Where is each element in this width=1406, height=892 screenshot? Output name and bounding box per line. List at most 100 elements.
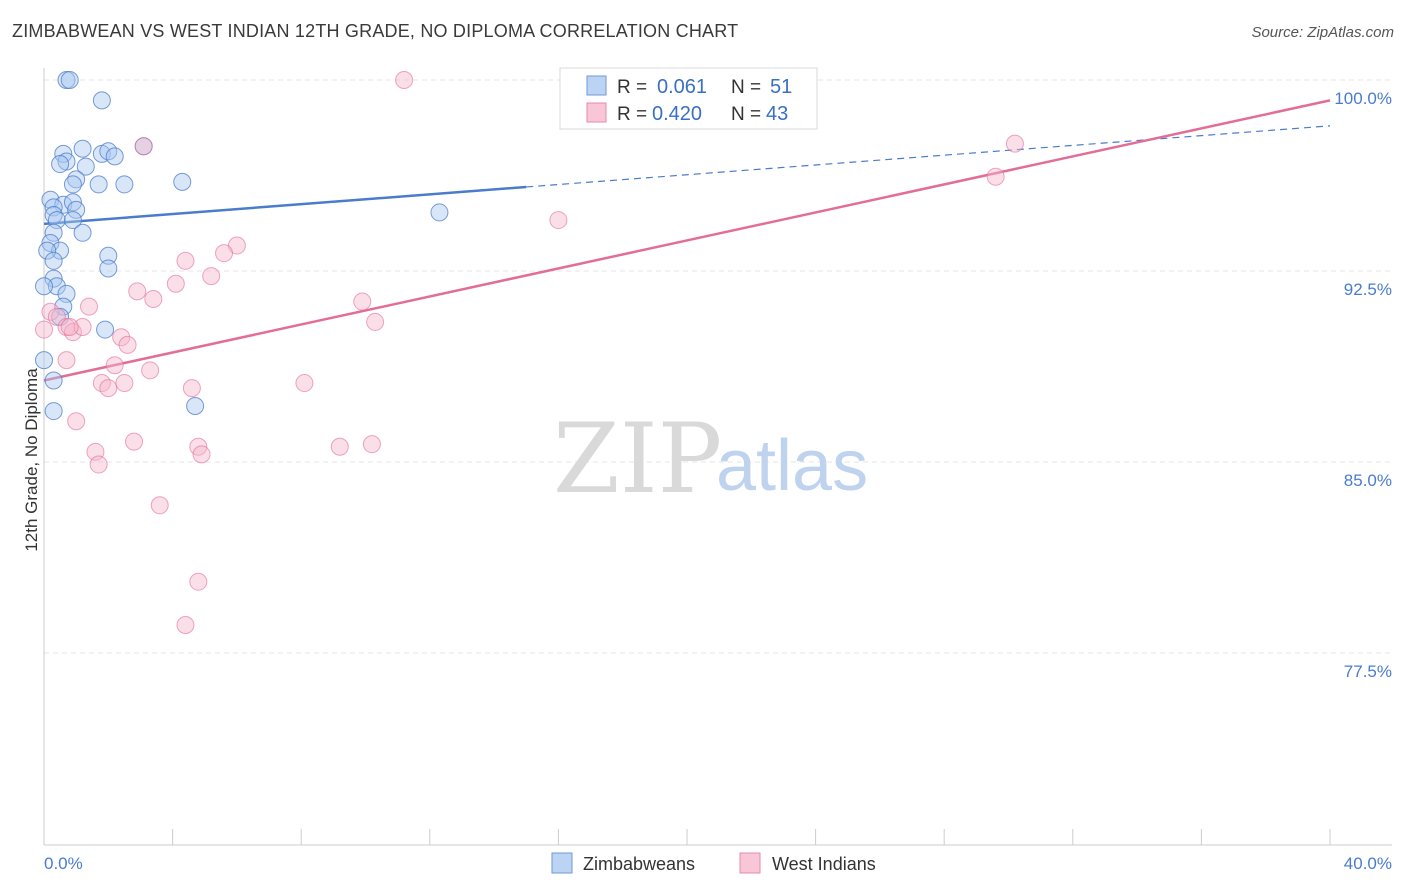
bottom-legend-swatch-pink — [739, 852, 761, 874]
point-west-indians-23 — [105, 356, 124, 375]
legend-n-label-1: N = — [731, 77, 761, 98]
point-west-indians-13 — [353, 292, 372, 311]
trend-lines — [43, 99, 1331, 382]
point-zimbabweans-44 — [44, 402, 63, 421]
point-west-indians-1 — [134, 137, 153, 156]
legend-n-value-2: 43 — [766, 103, 788, 125]
series-west-indians-points — [35, 71, 1024, 634]
point-zimbabweans-26 — [44, 223, 63, 242]
watermark-zip: ZIP — [553, 403, 722, 515]
point-west-indians-33 — [192, 445, 211, 464]
point-zimbabweans-27 — [73, 223, 92, 242]
point-west-indians-9 — [166, 274, 185, 293]
legend-swatch-pink — [586, 102, 607, 123]
point-zimbabweans-33 — [99, 259, 118, 278]
point-west-indians-14 — [366, 312, 385, 331]
trend-line-zimbabweans-extension — [526, 125, 1331, 188]
point-zimbabweans-8 — [105, 147, 124, 166]
bottom-legend-swatch-blue — [551, 852, 573, 874]
y-tick-label-3: 100.0% — [1334, 89, 1392, 108]
axes — [43, 68, 1392, 846]
point-zimbabweans-22 — [44, 205, 63, 224]
point-west-indians-12 — [80, 297, 99, 316]
point-zimbabweans-40 — [96, 320, 115, 339]
y-tick-labels: 77.5% 85.0% 92.5% 100.0% — [1334, 89, 1392, 681]
point-west-indians-22 — [57, 351, 76, 370]
point-west-indians-7 — [176, 251, 195, 270]
legend-r-label-1: R = — [617, 77, 647, 98]
legend-n-label-2: N = — [731, 104, 761, 125]
legend-n-value-1: 51 — [770, 76, 792, 98]
legend-swatch-blue — [586, 75, 607, 96]
point-west-indians-41 — [60, 318, 79, 337]
point-west-indians-30 — [67, 412, 86, 431]
x-tick-label-max: 40.0% — [1344, 854, 1392, 873]
point-west-indians-34 — [330, 437, 349, 456]
point-zimbabweans-35 — [47, 277, 66, 296]
point-zimbabweans-41 — [35, 351, 53, 370]
legend-box: R = 0.061 N = 51 R = 0.420 N = 43 — [559, 67, 818, 130]
point-west-indians-24 — [141, 361, 160, 380]
point-zimbabweans-21 — [67, 200, 86, 219]
point-zimbabweans-11 — [76, 157, 95, 176]
point-zimbabweans-4 — [73, 139, 92, 158]
point-west-indians-0 — [395, 71, 414, 89]
point-zimbabweans-32 — [44, 251, 63, 270]
y-tick-label-2: 92.5% — [1344, 280, 1392, 299]
bottom-legend-zimbabweans: Zimbabweans — [583, 854, 695, 874]
legend-r-label-2: R = — [617, 104, 647, 125]
watermark: ZIP atlas — [553, 403, 868, 515]
chart-title: ZIMBABWEAN VS WEST INDIAN 12TH GRADE, NO… — [12, 21, 739, 41]
point-zimbabweans-14 — [115, 175, 134, 194]
y-axis-title: 12th Grade, No Diploma — [22, 368, 41, 552]
point-west-indians-39 — [189, 572, 208, 591]
point-west-indians-21 — [118, 335, 137, 354]
point-west-indians-42 — [35, 320, 53, 339]
point-west-indians-38 — [150, 496, 169, 515]
point-zimbabweans-42 — [44, 371, 63, 390]
point-west-indians-4 — [549, 211, 568, 230]
point-zimbabweans-31 — [99, 246, 118, 265]
grid-lines — [44, 79, 1392, 654]
point-west-indians-37 — [89, 455, 108, 474]
bottom-legend-west-indians: West Indians — [772, 854, 876, 874]
point-west-indians-10 — [128, 282, 147, 301]
trend-line-zimbabweans — [43, 185, 527, 226]
point-west-indians-29 — [295, 374, 314, 393]
point-west-indians-2 — [1005, 134, 1024, 153]
point-zimbabweans-1 — [60, 71, 79, 89]
point-zimbabweans-24 — [63, 211, 82, 230]
point-west-indians-27 — [115, 374, 134, 393]
series-zimbabweans-points — [35, 71, 449, 421]
point-west-indians-8 — [202, 267, 221, 286]
y-tick-label-1: 85.0% — [1344, 471, 1392, 490]
point-west-indians-28 — [182, 379, 201, 398]
point-zimbabweans-10 — [51, 155, 70, 174]
bottom-legend: Zimbabweans West Indians — [551, 852, 876, 874]
point-west-indians-35 — [362, 435, 381, 454]
point-zimbabweans-25 — [430, 203, 449, 222]
point-zimbabweans-15 — [63, 175, 82, 194]
watermark-atlas: atlas — [716, 426, 868, 506]
point-zimbabweans-30 — [38, 241, 57, 260]
point-west-indians-20 — [112, 328, 131, 347]
point-zimbabweans-16 — [173, 172, 192, 191]
point-zimbabweans-43 — [186, 396, 205, 415]
source-label: Source: ZipAtlas.com — [1251, 24, 1394, 41]
point-zimbabweans-2 — [92, 91, 111, 110]
point-west-indians-19 — [73, 318, 92, 337]
legend-r-value-1: 0.061 — [657, 76, 707, 98]
point-west-indians-26 — [99, 379, 118, 398]
point-west-indians-11 — [144, 290, 163, 309]
point-west-indians-18 — [63, 323, 82, 342]
point-zimbabweans-36 — [35, 277, 53, 296]
x-tick-label-min: 0.0% — [44, 854, 83, 873]
point-zimbabweans-13 — [89, 175, 108, 194]
trend-line-west-indians — [43, 99, 1331, 382]
y-tick-label-0: 77.5% — [1344, 662, 1392, 681]
point-west-indians-40 — [176, 615, 195, 634]
legend-r-value-2: 0.420 — [652, 103, 702, 125]
point-west-indians-3 — [986, 167, 1005, 186]
point-west-indians-6 — [215, 244, 234, 263]
